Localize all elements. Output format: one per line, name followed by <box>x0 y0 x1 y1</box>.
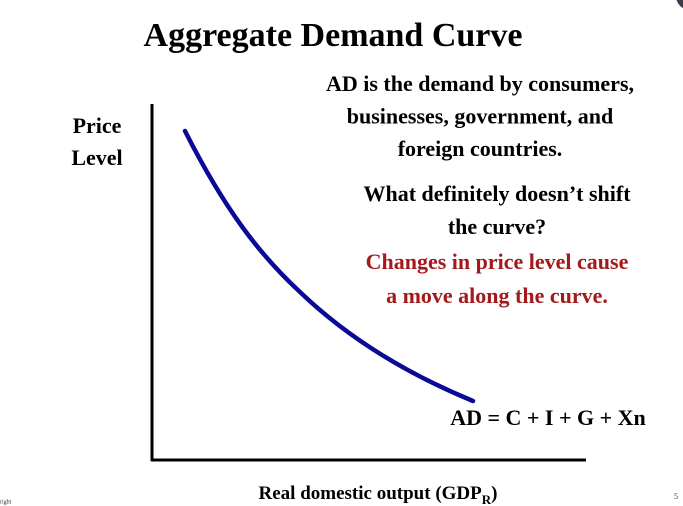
text-line: What definitely doesn’t shift <box>363 181 631 206</box>
page-number: 5 <box>674 492 678 501</box>
text-line: foreign countries. <box>398 136 563 161</box>
question: What definitely doesn’t shift the curve? <box>363 181 631 239</box>
x-axis-label-subscript: R <box>482 492 492 506</box>
x-axis-label-suffix: ) <box>491 483 497 504</box>
description: AD is the demand by consumers, businesses… <box>326 71 634 161</box>
text-line: a move along the curve. <box>386 283 608 308</box>
text-line: the curve? <box>448 214 546 239</box>
x-axis-label-text: Real domestic output (GDP <box>259 483 483 504</box>
answer: Changes in price level cause a move along… <box>366 249 629 308</box>
text-line: Level <box>71 145 122 170</box>
curve-label: AD = C + I + G + Xn <box>450 405 646 430</box>
corner-decoration <box>676 0 683 9</box>
footer: right <box>0 499 12 505</box>
ad-curve <box>182 128 476 404</box>
y-axis-label: Price Level <box>71 113 122 170</box>
x-axis-label: Real domestic output (GDPR) <box>259 483 498 506</box>
text-line: AD is the demand by consumers, <box>326 71 634 96</box>
text-line: Changes in price level cause <box>366 249 629 274</box>
slide-title: Aggregate Demand Curve <box>144 17 523 54</box>
text-line: businesses, government, and <box>347 104 613 129</box>
text-line: Price <box>73 113 122 138</box>
